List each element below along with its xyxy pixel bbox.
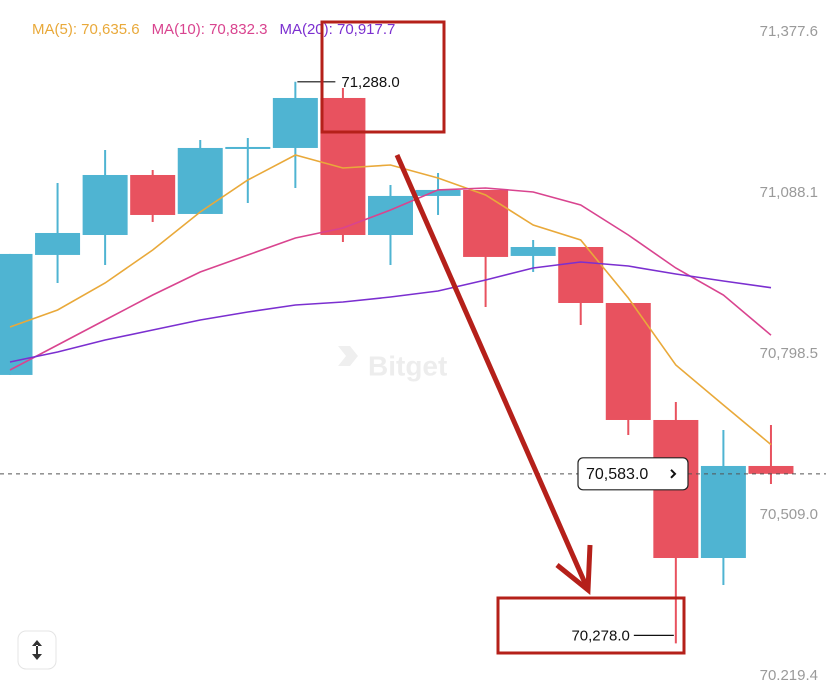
candle-body [0,253,33,375]
candle-body [415,189,461,196]
arrow [394,153,591,592]
candle-body [748,465,794,474]
toggle-button[interactable] [17,630,57,670]
legend-entry: MA(20): 70,917.7 [279,21,395,38]
annotation-label: 71,288.0 [341,74,399,91]
y-tick-label: 71,377.6 [760,23,818,40]
highlight-box [320,20,446,134]
highlight-box [496,596,686,655]
button-icon[interactable] [32,640,42,660]
ma-line [9,261,772,363]
watermark-text: Bitget [368,350,447,381]
ma-line [9,154,772,446]
legend-entry: MA(5): 70,635.6 [32,21,140,38]
watermark-logo [338,346,358,366]
price-tag-bg [577,457,689,491]
candle-body [82,174,128,235]
annotation-label: 70,278.0 [571,627,629,644]
user-drawings [320,20,686,655]
candle-body [700,465,746,559]
candle-body [558,246,604,303]
plot: 71,377.6 71,088.1 70,798.5 70,509.0 70,219.4… [0,21,826,680]
candle-body [272,97,318,148]
candle-body [35,232,81,255]
y-tick-label: 71,088.1 [760,184,818,201]
ma-line [9,187,772,371]
legend-entry: MA(10): 70,832.3 [152,21,268,38]
candle-body [225,146,271,149]
y-tick-label: 70,798.5 [760,345,818,362]
candle-body [177,147,223,214]
price-tag-chevron [670,469,677,479]
price-tag-label: 70,583.0 [586,466,648,483]
y-tick-label: 70,219.4 [760,667,818,680]
candle-body [605,302,651,420]
candle-body [510,246,556,256]
candle-body [463,189,509,257]
watermark: Bitget [338,346,447,381]
arrow-head [555,544,593,596]
y-tick-label: 70,509.0 [760,506,818,523]
candle-body [130,174,176,215]
